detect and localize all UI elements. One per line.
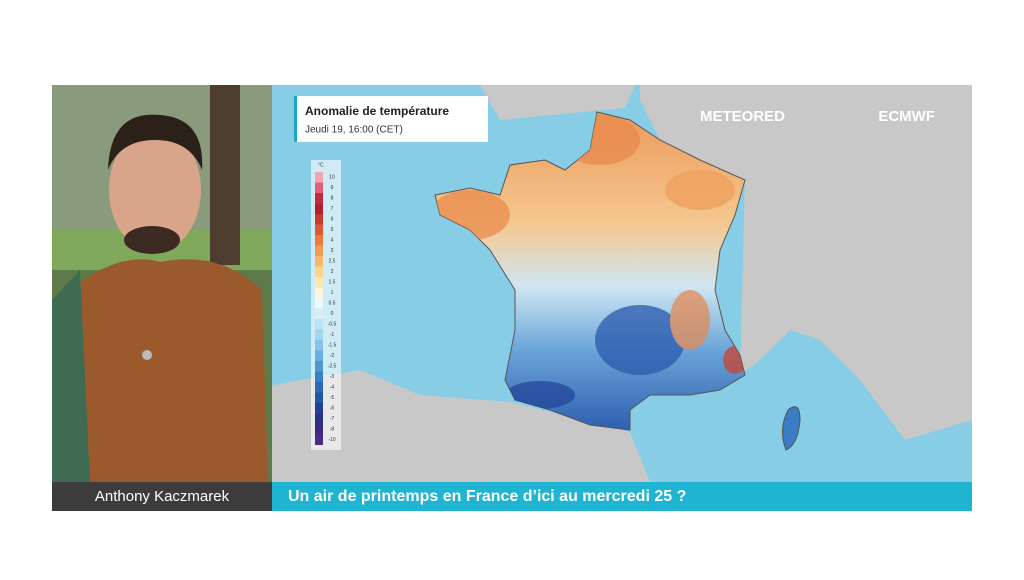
legend-swatch xyxy=(315,172,323,183)
legend-tick-label: -10 xyxy=(328,437,335,443)
legend-tick-label: 1.5 xyxy=(329,280,336,286)
legend-swatch xyxy=(315,350,323,361)
legend-tick-label: -3 xyxy=(330,374,335,380)
partner-logo: ECMWF xyxy=(878,108,935,125)
brand-logo: METEORED xyxy=(700,108,785,125)
legend-tick-label: 2.5 xyxy=(329,259,336,265)
legend-swatch xyxy=(315,392,323,403)
map-title: Anomalie de température xyxy=(305,104,449,118)
legend-tick-label: 10 xyxy=(329,175,335,181)
legend-tick-label: 5 xyxy=(331,227,334,233)
legend-tick-label: 0.5 xyxy=(329,301,336,307)
legend-swatch xyxy=(315,340,323,351)
legend-tick-label: -2.5 xyxy=(328,364,337,370)
presenter-name: Anthony Kaczmarek xyxy=(95,488,230,505)
legend-unit: °C xyxy=(318,162,324,168)
legend-swatch xyxy=(315,287,323,298)
legend-tick-label: 1 xyxy=(331,290,334,296)
legend-tick-label: 6 xyxy=(331,217,334,223)
legend-swatch xyxy=(315,235,323,246)
map-title-box xyxy=(294,96,488,142)
legend-tick-label: -0.5 xyxy=(328,322,337,328)
legend-swatch xyxy=(315,277,323,288)
legend-swatch xyxy=(315,361,323,372)
legend-swatch xyxy=(315,319,323,330)
legend: 10 9 8 7 6 5 4 3 2.5 2 1.5 1 0.5 0 -0.5 -1 -1.5 -2 -2.5 -3 -… xyxy=(315,172,337,445)
legend-tick-label: 7 xyxy=(331,206,334,212)
legend-swatch xyxy=(315,382,323,393)
legend-tick-label: -7 xyxy=(330,416,335,422)
legend-swatch xyxy=(315,256,323,267)
legend-swatch xyxy=(315,434,323,445)
legend-tick-label: -1.5 xyxy=(328,343,337,349)
legend-swatch xyxy=(315,214,323,225)
legend-tick-label: 8 xyxy=(331,196,334,202)
headline-bar xyxy=(272,482,972,511)
map-subtitle: Jeudi 19, 16:00 (CET) xyxy=(305,125,403,136)
legend-swatch xyxy=(315,403,323,414)
legend-tick-label: 0 xyxy=(331,311,334,317)
legend-swatch xyxy=(315,182,323,193)
legend-tick-label: 9 xyxy=(331,185,334,191)
legend-swatch xyxy=(315,245,323,256)
legend-swatch xyxy=(315,266,323,277)
legend-swatch xyxy=(315,193,323,204)
legend-swatch xyxy=(315,424,323,435)
headline: Un air de printemps en France d’ici au m… xyxy=(288,488,686,505)
weather-map: METEORED ECMWF Anomalie de température J… xyxy=(272,85,972,482)
legend-swatch xyxy=(315,308,323,319)
legend-tick-label: -6 xyxy=(330,406,335,412)
name-bar xyxy=(52,482,272,511)
legend-tick-label: -5 xyxy=(330,395,335,401)
legend-tick-label: -8 xyxy=(330,427,335,433)
legend-tick-label: -4 xyxy=(330,385,335,391)
legend-swatch xyxy=(315,413,323,424)
legend-swatch xyxy=(315,329,323,340)
legend-tick-label: -2 xyxy=(330,353,335,359)
legend-tick-label: 4 xyxy=(331,238,334,244)
legend-tick-label: 2 xyxy=(331,269,334,275)
legend-swatch xyxy=(315,224,323,235)
legend-tick-label: 3 xyxy=(331,248,334,254)
presenter-video xyxy=(52,85,272,482)
legend-swatch xyxy=(315,371,323,382)
legend-swatch xyxy=(315,203,323,214)
legend-tick-label: -1 xyxy=(330,332,335,338)
legend-swatch xyxy=(315,298,323,309)
